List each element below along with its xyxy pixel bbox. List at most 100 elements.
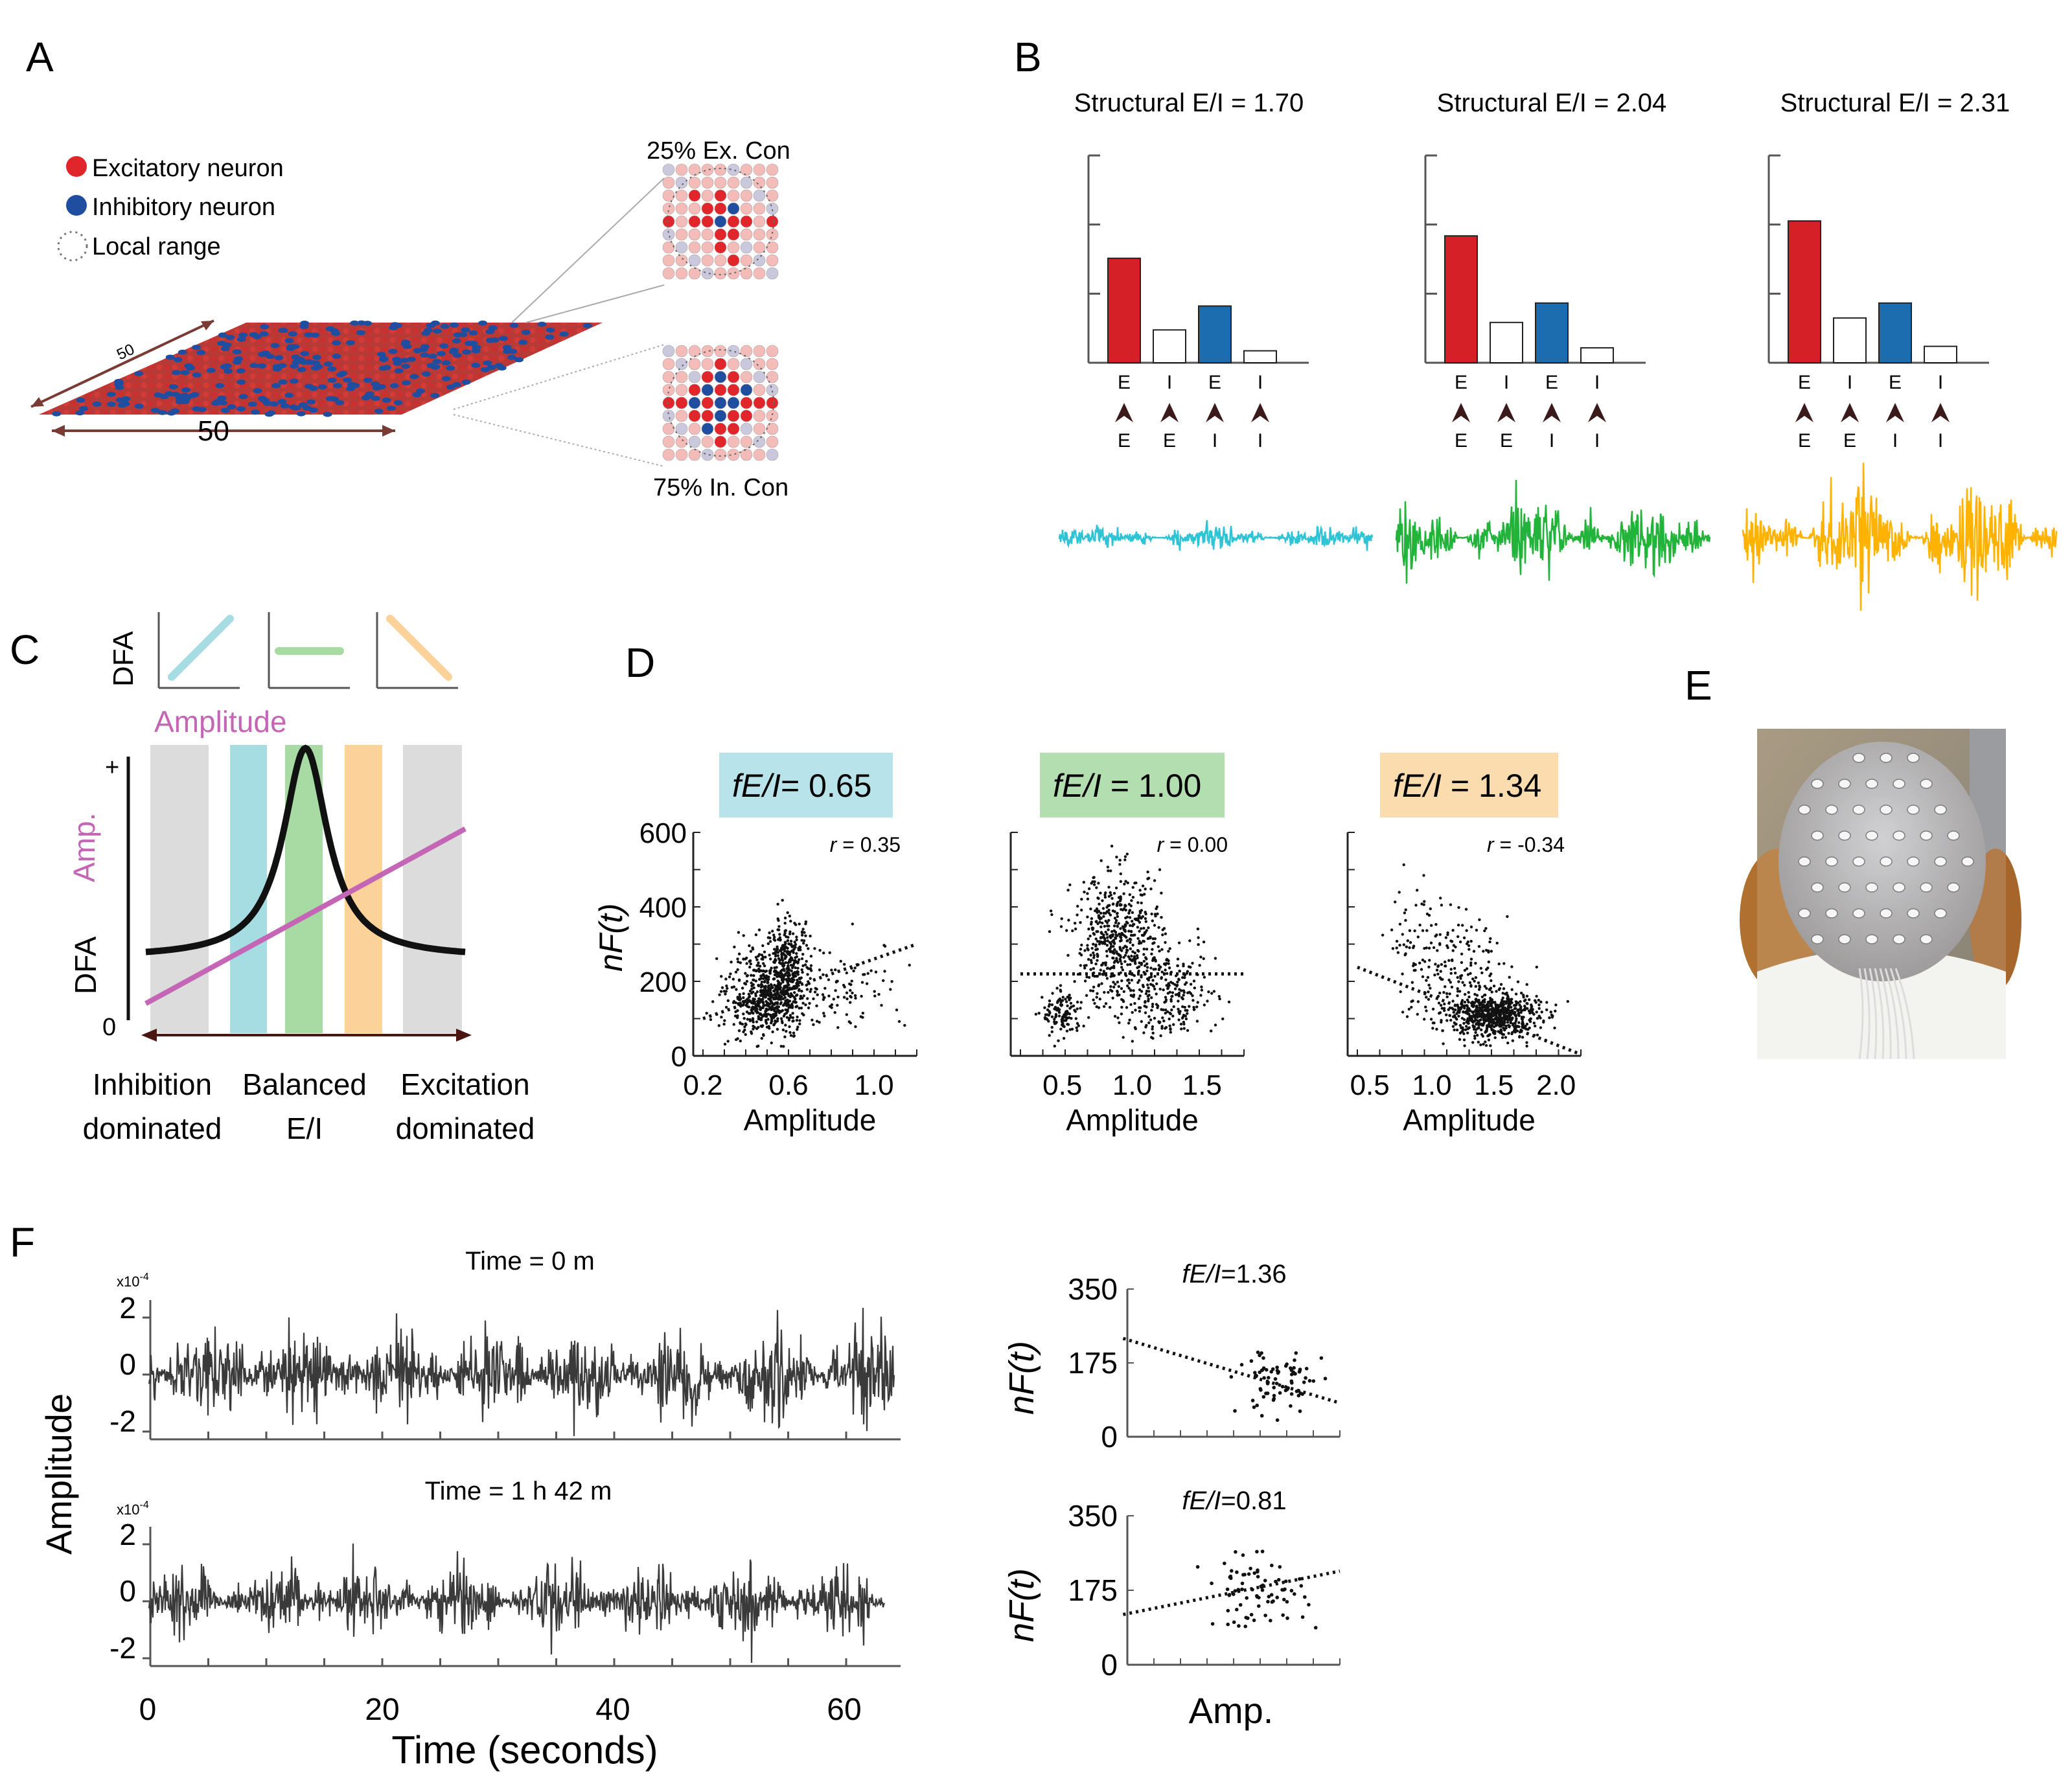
bar-I→E (1878, 302, 1912, 363)
d-point (1501, 998, 1504, 1002)
d-point (1465, 1004, 1469, 1007)
sheet-inhibitory-dot (238, 332, 248, 338)
d-point (1096, 959, 1099, 962)
zoom-neuron (662, 448, 675, 461)
d-point (787, 951, 790, 954)
f-point (1235, 1608, 1239, 1612)
d-point (1192, 979, 1196, 983)
sheet-inhibitory-dot (421, 371, 431, 377)
d-point (741, 1022, 744, 1026)
d-point (1075, 1026, 1078, 1029)
sheet-inhibitory-dot (238, 394, 248, 400)
conn-target-label: E (1118, 430, 1131, 451)
d-point (1147, 1015, 1151, 1018)
d-point (766, 986, 770, 989)
d-point (818, 968, 822, 972)
d-point (763, 974, 766, 977)
f-point (1262, 1376, 1266, 1380)
d-point (1158, 1021, 1161, 1025)
d-point (1065, 1019, 1068, 1022)
f-point (1257, 1595, 1261, 1600)
d-point (1488, 974, 1491, 977)
sheet-inhibitory-dot (270, 343, 280, 348)
sheet-inhibitory-dot (393, 360, 402, 366)
d-point (1120, 933, 1123, 937)
f-ytick-label: 0 (1101, 1648, 1118, 1682)
d-point (1147, 926, 1150, 930)
d-point (830, 1006, 833, 1009)
f-point (1307, 1378, 1312, 1383)
d-point (1501, 992, 1504, 995)
d-point (1195, 1020, 1199, 1023)
conn-source-label: I (1938, 372, 1943, 393)
d-point (1134, 917, 1138, 920)
d-point (748, 989, 752, 993)
d-point (746, 998, 749, 1001)
d-point (779, 998, 783, 1001)
d-point (792, 1031, 796, 1034)
d-point (1423, 1018, 1426, 1021)
d-point (1151, 919, 1155, 922)
zoom-neuron (740, 396, 753, 409)
d-point (1434, 922, 1438, 926)
d-point (809, 955, 813, 958)
d-point (1151, 942, 1155, 945)
d-point (1489, 937, 1492, 941)
d-point (1124, 908, 1127, 912)
d-point (1142, 926, 1145, 930)
d-point (1101, 907, 1105, 910)
d-point (1109, 945, 1113, 948)
zoom-neuron (766, 189, 779, 202)
d-point (761, 957, 765, 961)
sheet-inhibitory-dot (402, 380, 411, 385)
d-point (1506, 915, 1509, 919)
trace-scale-1: x10-4 (117, 1500, 149, 1518)
d-point (805, 988, 809, 991)
zoom-neuron (714, 241, 727, 254)
d-point (1436, 972, 1440, 976)
d-point (1474, 976, 1478, 979)
d-point (777, 1005, 781, 1009)
bar-chart-title: Structural E/I = 1.70 (1074, 89, 1304, 117)
sheet-inhibitory-dot (236, 406, 246, 412)
zoom-neuron (701, 358, 714, 371)
d-point (789, 963, 793, 967)
d-point (1462, 1011, 1465, 1014)
d-point (1097, 984, 1100, 988)
d-point (799, 948, 802, 952)
d-point (1155, 1003, 1158, 1006)
d-point (1145, 989, 1149, 993)
d-point (755, 969, 759, 972)
time-xtick: 20 (365, 1693, 399, 1727)
d-point (1464, 1028, 1468, 1031)
f-point (1298, 1409, 1302, 1413)
d-point (1111, 940, 1114, 943)
sheet-inhibitory-dot (150, 407, 160, 413)
d-point (895, 1008, 899, 1012)
sheet-inhibitory-dot (356, 320, 366, 326)
d-point (791, 987, 794, 990)
d-point (1127, 930, 1131, 933)
d-point (1125, 939, 1129, 942)
d-point (1477, 1040, 1480, 1044)
zoom-neuron (675, 176, 688, 189)
d-point (1087, 957, 1090, 961)
d-point (1503, 1017, 1506, 1020)
d-point (862, 973, 865, 976)
inhibitory-legend-dot (66, 195, 87, 216)
zoom-neuron (727, 435, 740, 448)
d-point (1094, 948, 1098, 952)
sheet-inhibitory-dot (449, 349, 458, 355)
conn-arrow-icon (1543, 403, 1561, 422)
d-point (1200, 988, 1204, 992)
d-point (805, 944, 809, 947)
d-point (1079, 948, 1083, 951)
d-point (1115, 957, 1118, 960)
d-point (809, 977, 812, 980)
d-point (1523, 1008, 1526, 1011)
f-point (1300, 1615, 1305, 1619)
d-point (790, 980, 793, 983)
d-point (752, 974, 755, 977)
d-point (1200, 985, 1203, 988)
electrode (1907, 908, 1920, 919)
